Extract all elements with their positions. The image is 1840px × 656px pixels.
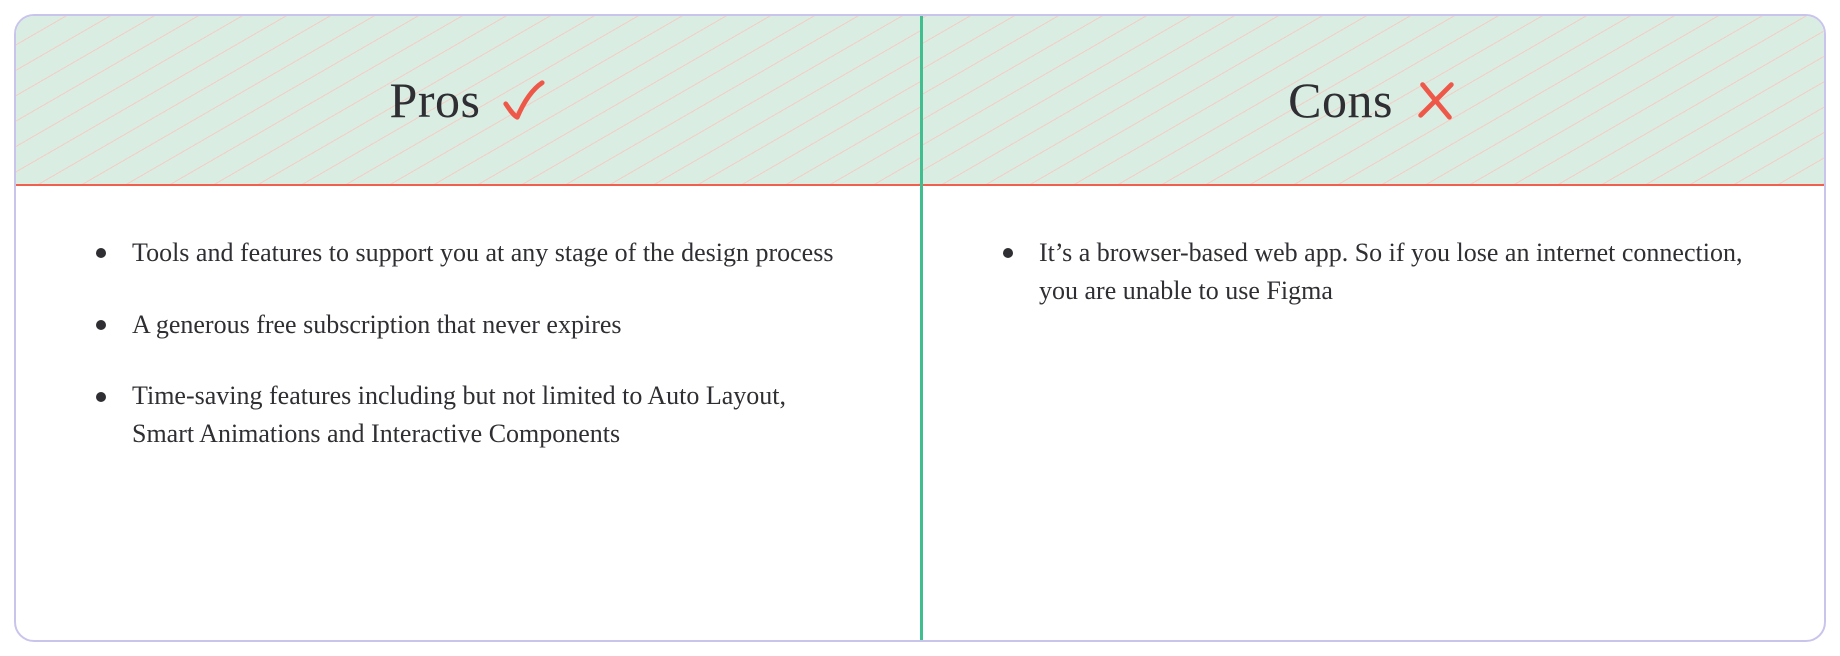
cons-list: It’s a browser-based web app. So if you … (1003, 234, 1744, 309)
list-item: Tools and features to support you at any… (96, 234, 840, 272)
pros-body: Tools and features to support you at any… (16, 186, 920, 640)
cons-column: Cons It’s a browser-based web app. So if… (920, 16, 1824, 640)
pros-cons-card: Pros Tools and features to support you a… (14, 14, 1826, 642)
check-icon (500, 77, 546, 123)
pros-list: Tools and features to support you at any… (96, 234, 840, 453)
cons-title: Cons (1288, 71, 1393, 129)
cons-header: Cons (923, 16, 1824, 186)
list-item: It’s a browser-based web app. So if you … (1003, 234, 1744, 309)
x-icon (1413, 77, 1459, 123)
pros-column: Pros Tools and features to support you a… (16, 16, 920, 640)
list-item: Time-saving features including but not l… (96, 377, 840, 452)
cons-body: It’s a browser-based web app. So if you … (923, 186, 1824, 640)
pros-header: Pros (16, 16, 920, 186)
list-item: A generous free subscription that never … (96, 306, 840, 344)
pros-title: Pros (390, 71, 481, 129)
